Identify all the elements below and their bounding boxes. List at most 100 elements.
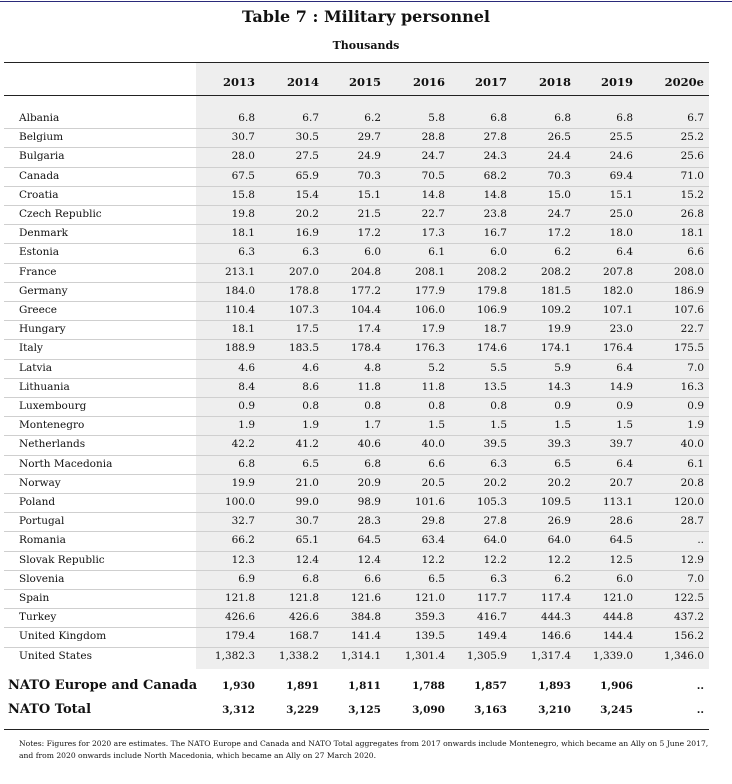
value-cell: 25.6: [680, 150, 704, 163]
value-cell: 444.3: [540, 611, 571, 624]
country-name: Belgium: [19, 131, 64, 144]
value-cell: 12.9: [680, 553, 704, 566]
row-divider: [4, 416, 709, 418]
value-cell: 30.5: [295, 131, 319, 144]
value-cell: 27.5: [295, 150, 319, 163]
value-cell: 178.8: [288, 284, 319, 297]
value-cell: 144.4: [602, 630, 633, 643]
value-cell: 1,305.9: [466, 649, 507, 662]
table-row: Czech Republic 19.8 20.2 21.5 22.7 23.8 24.7 25…: [0, 206, 732, 225]
country-name: France: [19, 265, 57, 278]
value-cell: 15.2: [680, 188, 704, 201]
value-cell: 188.9: [224, 342, 255, 355]
total-value-cell: 3,163: [474, 704, 507, 716]
value-cell: 109.5: [540, 496, 571, 508]
total-value-cell: 1,930: [222, 680, 255, 692]
value-cell: 0.8: [302, 400, 319, 412]
value-cell: 12.4: [295, 553, 319, 566]
value-cell: 208.2: [476, 265, 507, 278]
row-divider: [4, 377, 709, 379]
value-cell: 117.4: [540, 592, 571, 604]
row-divider: [4, 569, 709, 571]
value-cell: 6.4: [616, 361, 633, 374]
value-cell: ..: [697, 534, 704, 547]
value-cell: 12.3: [231, 553, 255, 566]
value-cell: 70.3: [547, 169, 571, 182]
value-cell: 16.3: [680, 380, 704, 393]
year-header: 2019: [600, 75, 633, 89]
value-cell: 25.2: [680, 131, 704, 144]
value-cell: 26.5: [547, 131, 571, 144]
value-cell: 0.9: [687, 400, 704, 412]
value-cell: 7.0: [687, 572, 704, 585]
total-value-cell: 3,245: [600, 704, 633, 716]
value-cell: 208.0: [673, 265, 704, 278]
value-cell: 28.3: [357, 515, 381, 528]
year-header: 2017: [474, 75, 507, 89]
row-divider: [4, 281, 709, 283]
value-cell: 0.8: [428, 400, 445, 412]
value-cell: 183.5: [288, 342, 319, 355]
value-cell: 28.8: [421, 131, 445, 144]
value-cell: 20.9: [357, 476, 381, 489]
value-cell: 20.5: [421, 476, 445, 489]
country-name: Montenegro: [19, 419, 85, 432]
value-cell: 359.3: [414, 611, 445, 624]
value-cell: 8.6: [302, 380, 319, 393]
table-row: Italy 188.9 183.5 178.4 176.3 174.6 174.1 176.4…: [0, 340, 732, 359]
row-divider: [4, 320, 709, 322]
total-value-cell: 3,229: [286, 704, 319, 716]
table-row: Turkey 426.6 426.6 384.8 359.3 416.7 444.3 444.…: [0, 609, 732, 628]
value-cell: 22.7: [421, 208, 445, 220]
row-divider: [4, 454, 709, 456]
value-cell: 6.8: [302, 572, 319, 585]
table-row: Romania 66.2 65.1 64.5 63.4 64.0 64.0 64.5..: [0, 532, 732, 551]
value-cell: 6.4: [616, 457, 633, 470]
value-cell: 184.0: [224, 284, 255, 297]
table-row: Montenegro 1.9 1.9 1.7 1.5 1.5 1.5 1.5 1.9: [0, 417, 732, 436]
value-cell: 19.9: [547, 323, 571, 336]
value-cell: 1.5: [490, 419, 507, 432]
table-row: Norway 19.9 21.0 20.9 20.5 20.2 20.2 20.7 20.8: [0, 475, 732, 494]
country-name: Netherlands: [19, 438, 86, 451]
row-divider: [4, 339, 709, 341]
row-divider: [4, 608, 709, 610]
value-cell: 6.3: [302, 246, 319, 259]
value-cell: 101.6: [414, 496, 445, 508]
value-cell: 1,338.2: [278, 649, 319, 662]
value-cell: 26.8: [680, 208, 704, 220]
value-cell: 104.4: [350, 304, 381, 316]
value-cell: 24.6: [609, 150, 633, 163]
value-cell: 4.6: [302, 361, 319, 374]
value-cell: 1.5: [554, 419, 571, 432]
value-cell: 15.1: [357, 188, 381, 201]
notes-rule: [4, 729, 709, 730]
country-name: Romania: [19, 534, 66, 547]
value-cell: 18.1: [231, 323, 255, 336]
value-cell: 6.1: [428, 246, 445, 259]
value-cell: 12.2: [421, 553, 445, 566]
values-background: [196, 63, 709, 669]
value-cell: 6.6: [364, 572, 381, 585]
value-cell: 28.6: [609, 515, 633, 528]
value-cell: 175.5: [673, 342, 704, 355]
row-divider: [4, 435, 709, 437]
value-cell: 122.5: [673, 592, 704, 604]
value-cell: 14.8: [421, 188, 445, 201]
country-name: Latvia: [19, 361, 53, 374]
value-cell: 17.9: [421, 323, 445, 336]
total-value-cell: 1,891: [286, 680, 319, 692]
value-cell: 6.5: [554, 457, 571, 470]
country-name: Portugal: [19, 515, 65, 528]
country-name: North Macedonia: [19, 457, 113, 470]
value-cell: 23.0: [609, 323, 633, 336]
value-cell: 28.7: [680, 515, 704, 528]
value-cell: 6.1: [687, 457, 704, 470]
value-cell: 106.9: [476, 304, 507, 316]
country-name: Czech Republic: [19, 208, 102, 220]
country-name: Poland: [19, 496, 56, 508]
row-divider: [4, 185, 709, 187]
country-name: Canada: [19, 169, 60, 182]
value-cell: 100.0: [224, 496, 255, 508]
value-cell: 121.0: [602, 592, 633, 604]
